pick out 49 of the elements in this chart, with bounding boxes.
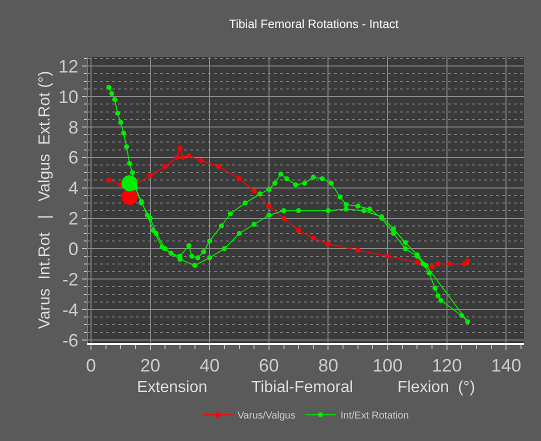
y-tick-label: 12 xyxy=(58,56,78,76)
point xyxy=(465,258,470,264)
point xyxy=(447,261,452,266)
point xyxy=(106,178,112,183)
y-tick-label: 8 xyxy=(68,117,78,138)
point xyxy=(236,176,242,182)
point xyxy=(177,146,182,151)
point xyxy=(180,154,186,160)
x-tick-label: 80 xyxy=(318,356,338,376)
point xyxy=(266,204,272,209)
point xyxy=(430,264,435,270)
y-tick-label: 2 xyxy=(68,208,78,229)
point xyxy=(355,248,360,253)
point xyxy=(385,254,390,259)
point xyxy=(148,173,153,178)
point xyxy=(122,175,138,192)
x-tick-label: 0 xyxy=(86,356,96,376)
y-tick-label: 6 xyxy=(68,148,78,168)
y-tick-label: -4 xyxy=(62,300,78,320)
point xyxy=(162,164,168,170)
point xyxy=(122,188,138,205)
point xyxy=(174,154,180,160)
point xyxy=(186,153,192,158)
point xyxy=(281,216,286,221)
point xyxy=(326,242,331,247)
x-tick-label: 60 xyxy=(258,356,279,376)
y-tick-label: 0 xyxy=(68,238,78,259)
x-tick-label: 120 xyxy=(432,356,462,376)
y-axis-title: Varus Int.Rot | Valgus Ext.Rot (°) xyxy=(36,70,54,330)
y-tick-label: -6 xyxy=(62,330,78,350)
y-tick-label: -2 xyxy=(62,269,78,290)
y-tick-label: 10 xyxy=(58,86,78,107)
legend-label: Int/Ext Rotation xyxy=(340,410,409,422)
point xyxy=(462,261,468,266)
x-tick-label: 20 xyxy=(140,356,160,376)
point xyxy=(216,164,221,170)
legend-label: Varus/Valgus xyxy=(238,410,296,422)
y-tick-label: 4 xyxy=(68,178,78,198)
point xyxy=(310,236,316,241)
x-tick-label: 140 xyxy=(491,356,522,376)
chart-title: Tibial Femoral Rotations - Intact xyxy=(228,17,400,32)
point xyxy=(296,228,302,233)
x-tick-label: 100 xyxy=(372,356,403,376)
point xyxy=(252,188,257,194)
x-tick-label: 40 xyxy=(200,356,220,376)
point xyxy=(198,158,204,163)
point xyxy=(435,261,440,266)
point xyxy=(414,260,420,265)
x-axis-title: Extension Tibial-Femoral Flexion (°) xyxy=(136,378,476,396)
